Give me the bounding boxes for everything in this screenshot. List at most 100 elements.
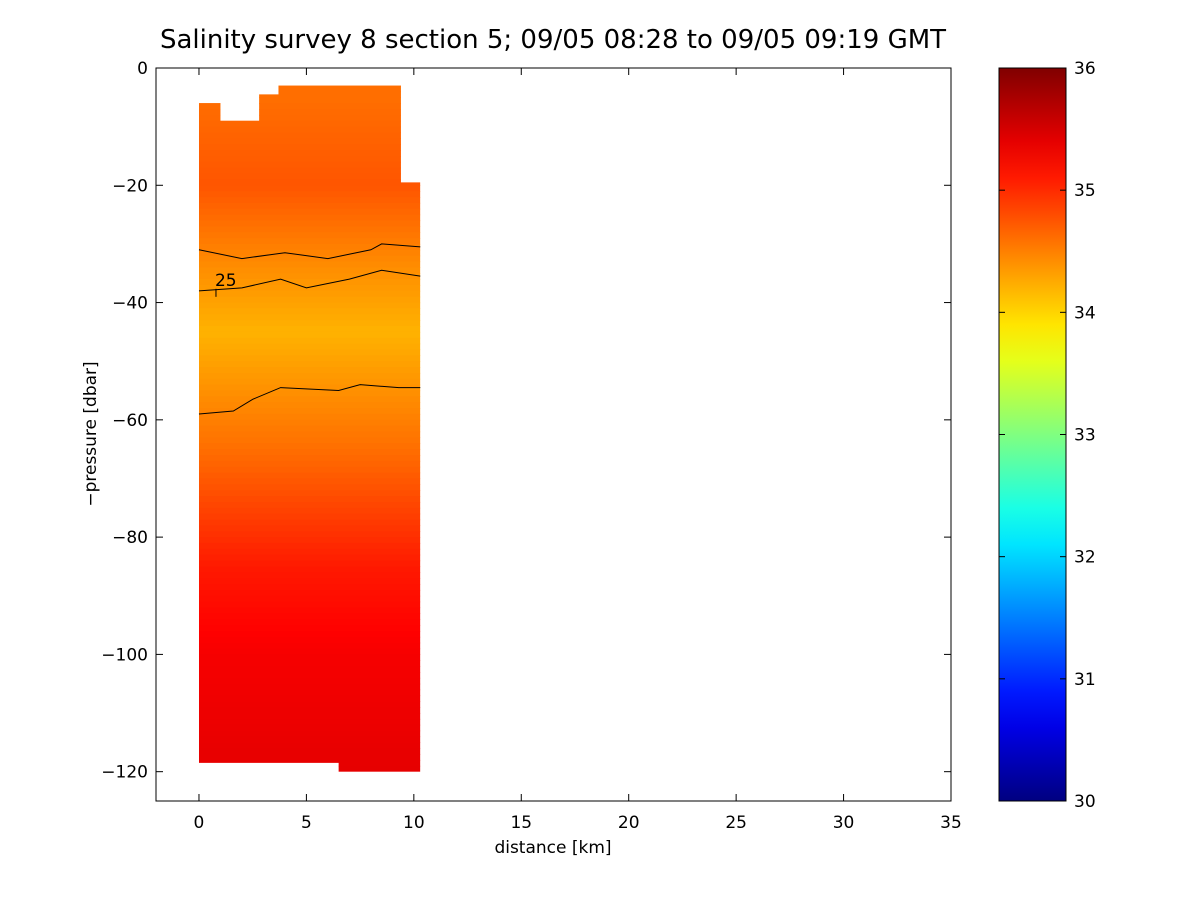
salinity-band <box>198 525 421 532</box>
salinity-band <box>198 578 421 585</box>
colorbar-ticks: 30 31 32 33 34 35 36 <box>999 59 1096 812</box>
salinity-band <box>198 378 421 386</box>
y-axis: 0 −20 −40 −60 −80 −100 −120 <box>101 59 951 783</box>
y-axis-label: −pressure [dbar] <box>81 361 101 506</box>
salinity-band <box>198 501 421 509</box>
colorbar: 30 31 32 33 34 35 36 <box>998 59 1096 812</box>
salinity-band <box>198 197 421 204</box>
salinity-band <box>198 214 421 222</box>
salinity-band <box>198 91 421 98</box>
colorbar-tick-label: 36 <box>1074 59 1096 79</box>
salinity-band <box>198 243 421 251</box>
salinity-band <box>198 742 421 749</box>
salinity-band <box>198 754 421 761</box>
y-tick-label: −100 <box>101 645 148 665</box>
salinity-band <box>198 138 421 145</box>
salinity-band <box>198 654 421 661</box>
salinity-band <box>198 537 421 544</box>
salinity-band <box>198 460 421 468</box>
salinity-band <box>198 167 421 175</box>
colorbar-gradient <box>999 68 1066 801</box>
salinity-band <box>198 226 421 233</box>
salinity-band <box>198 613 421 620</box>
salinity-band <box>198 249 421 257</box>
salinity-band <box>198 484 421 491</box>
salinity-band <box>198 736 421 743</box>
x-tick-label: 25 <box>725 813 747 833</box>
salinity-band <box>198 595 421 603</box>
salinity-band <box>198 584 421 591</box>
contour-line <box>198 384 421 415</box>
salinity-band <box>198 560 421 568</box>
salinity-band <box>198 531 421 538</box>
colorbar-tick-label: 32 <box>1074 548 1096 568</box>
salinity-band <box>198 689 421 697</box>
x-tick-label: 30 <box>833 813 855 833</box>
salinity-band <box>198 677 421 685</box>
salinity-band <box>198 607 421 614</box>
salinity-band <box>198 126 421 134</box>
contour-line <box>198 243 421 260</box>
salinity-band <box>198 466 421 474</box>
salinity-band <box>198 478 421 485</box>
salinity-band <box>198 185 421 192</box>
salinity-band <box>198 572 421 579</box>
salinity-band <box>198 390 421 397</box>
salinity-band <box>198 431 421 439</box>
contour-lines: 25 <box>198 243 421 415</box>
salinity-band <box>198 455 421 462</box>
salinity-band <box>198 701 421 708</box>
salinity-band <box>198 85 421 93</box>
salinity-band <box>198 279 421 286</box>
salinity-band <box>198 261 421 268</box>
contour-line <box>198 269 421 292</box>
salinity-band <box>198 413 421 421</box>
x-tick-label: 20 <box>618 813 640 833</box>
salinity-band <box>198 155 421 163</box>
salinity-field <box>198 85 421 772</box>
salinity-band <box>198 150 421 157</box>
y-tick-label: −40 <box>112 294 148 314</box>
main-plot: 25 0 5 10 15 20 25 30 35 0−20−40−60−80−100−120 … <box>81 59 962 858</box>
x-tick-label: 10 <box>403 813 425 833</box>
salinity-band <box>198 666 421 673</box>
salinity-band <box>198 724 421 732</box>
salinity-band <box>198 349 421 356</box>
salinity-band <box>198 97 421 104</box>
salinity-band <box>198 695 421 702</box>
salinity-band <box>198 683 421 691</box>
y-tick-label: −20 <box>112 176 148 196</box>
salinity-band <box>198 114 421 122</box>
salinity-band <box>198 548 421 556</box>
salinity-band <box>198 519 421 526</box>
salinity-band <box>198 601 421 609</box>
salinity-band <box>198 337 421 345</box>
salinity-band <box>198 308 421 315</box>
salinity-band <box>198 630 421 638</box>
x-tick-label: 0 <box>194 813 205 833</box>
salinity-band <box>198 132 421 139</box>
chart-title: Salinity survey 8 section 5; 09/05 08:28… <box>160 25 946 55</box>
salinity-band <box>198 713 421 720</box>
salinity-band <box>198 472 421 480</box>
salinity-band <box>198 513 421 521</box>
salinity-band <box>198 326 421 333</box>
y-tick-label: −80 <box>112 528 148 548</box>
salinity-band <box>198 331 421 339</box>
salinity-band <box>198 161 421 169</box>
x-tick-label: 35 <box>940 813 962 833</box>
salinity-band <box>198 296 421 304</box>
y-tick-label: −60 <box>112 411 148 431</box>
salinity-band <box>198 748 421 755</box>
y-tick-label: 0 <box>137 59 148 79</box>
salinity-band <box>198 208 421 216</box>
salinity-band <box>198 273 421 280</box>
contour-label: 25 <box>215 271 237 291</box>
salinity-band <box>198 361 421 368</box>
plot-frame <box>155 67 952 802</box>
salinity-band <box>198 425 421 433</box>
salinity-band <box>198 191 421 198</box>
salinity-band <box>198 490 421 497</box>
salinity-band <box>198 144 421 151</box>
